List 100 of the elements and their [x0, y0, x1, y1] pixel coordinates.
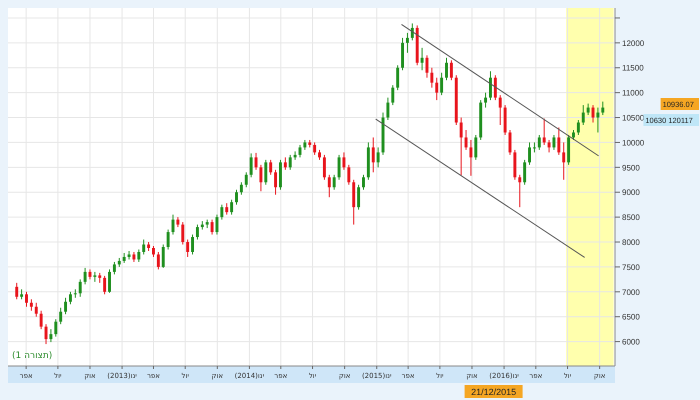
candlestick — [528, 142, 531, 166]
candlestick — [440, 72, 444, 96]
candlestick — [362, 174, 365, 190]
candlestick — [426, 54, 428, 78]
candlestick — [469, 139, 472, 176]
candlestick — [230, 199, 234, 216]
candlestick — [137, 248, 140, 262]
candlestick — [430, 67, 434, 88]
y-tick-label: 9500 — [622, 163, 640, 172]
candlestick — [474, 134, 478, 160]
candlestick — [235, 189, 238, 206]
candlestick — [328, 174, 331, 198]
text: 21/12/2015 — [471, 387, 516, 397]
candlestick — [196, 224, 199, 240]
candlestick — [298, 144, 302, 158]
candlestick — [420, 47, 424, 71]
candlestick — [269, 159, 272, 176]
candlestick — [152, 246, 155, 258]
y-tick-label: 9000 — [622, 188, 640, 198]
candlestick — [460, 117, 463, 176]
candlestick — [322, 154, 326, 180]
candlestick — [259, 164, 262, 192]
candlestick — [84, 267, 87, 285]
candlestick — [557, 127, 560, 156]
candlestick — [112, 261, 116, 275]
candlestick — [122, 252, 126, 264]
candlestick — [40, 310, 43, 330]
candlestick — [548, 139, 551, 153]
candlestick — [464, 129, 468, 150]
candlestick — [538, 134, 541, 150]
candlestick — [576, 120, 580, 136]
candlestick — [318, 149, 321, 160]
candlestick — [347, 164, 350, 186]
y-tick-label: 11000 — [622, 88, 644, 98]
candlestick — [552, 134, 556, 150]
candlestick — [313, 142, 316, 156]
candlestick — [523, 159, 526, 186]
candlestick — [210, 219, 214, 236]
candlestick — [542, 118, 546, 146]
candlestick — [264, 159, 268, 186]
candlestick — [342, 152, 346, 170]
y-tick-label: 10000 — [622, 138, 645, 148]
candlestick — [186, 239, 190, 258]
candlestick — [172, 214, 174, 236]
y-tick-label: 8500 — [622, 213, 640, 222]
y-tick-label: 7000 — [622, 288, 640, 297]
y-tick-label: 7500 — [622, 262, 640, 272]
candlestick — [240, 182, 243, 196]
candlestick — [93, 271, 96, 282]
candlestick — [220, 204, 224, 220]
candlestick — [508, 129, 512, 156]
candlestick — [410, 22, 414, 41]
candlestick — [284, 156, 287, 170]
candlestick — [250, 152, 253, 178]
candlestick — [450, 60, 453, 81]
candlestick — [386, 97, 390, 121]
candlestick — [64, 297, 68, 315]
candlestick — [338, 154, 341, 180]
y-tick-label: 6500 — [622, 312, 640, 322]
candlestick — [357, 184, 360, 210]
candlestick — [103, 275, 106, 295]
candlestick — [376, 146, 380, 168]
candlestick — [166, 229, 170, 250]
candlestick — [332, 174, 336, 190]
candlestick — [44, 324, 48, 345]
candlestick — [484, 92, 488, 108]
candlestick — [396, 64, 400, 91]
candlestick — [108, 268, 111, 294]
candlestick — [59, 307, 62, 325]
y-tick-label: 6000 — [622, 338, 640, 347]
candlestick — [596, 107, 600, 133]
candlestick — [586, 103, 590, 116]
candlestick — [601, 101, 604, 116]
candlestick — [532, 142, 536, 153]
candlestick — [25, 291, 28, 308]
candlestick — [142, 239, 146, 255]
candlestick — [78, 278, 82, 298]
y-tick-label: 8000 — [622, 238, 640, 248]
candlestick — [88, 268, 92, 280]
candlestick — [176, 216, 180, 228]
annotation: (תצורה 1) — [12, 351, 52, 361]
candlestick — [494, 74, 497, 101]
candlestick — [68, 291, 72, 305]
candlestick — [20, 288, 24, 300]
candlestick — [132, 251, 136, 262]
candlestick — [406, 32, 409, 54]
candlestick — [215, 214, 218, 236]
candlestick — [445, 57, 448, 81]
candlestick — [592, 104, 594, 124]
candlestick — [254, 152, 258, 170]
candlestick — [49, 328, 52, 343]
candlestick — [274, 169, 278, 196]
y-tick-label: 12000 — [622, 38, 645, 48]
candlestick — [572, 129, 575, 140]
candlestick — [191, 234, 194, 255]
y-tick-label: 10500 — [622, 114, 645, 123]
y-tick-label: 11500 — [622, 64, 644, 73]
candlestick — [54, 318, 58, 338]
candlestick — [156, 251, 160, 270]
candlestick — [488, 70, 492, 101]
